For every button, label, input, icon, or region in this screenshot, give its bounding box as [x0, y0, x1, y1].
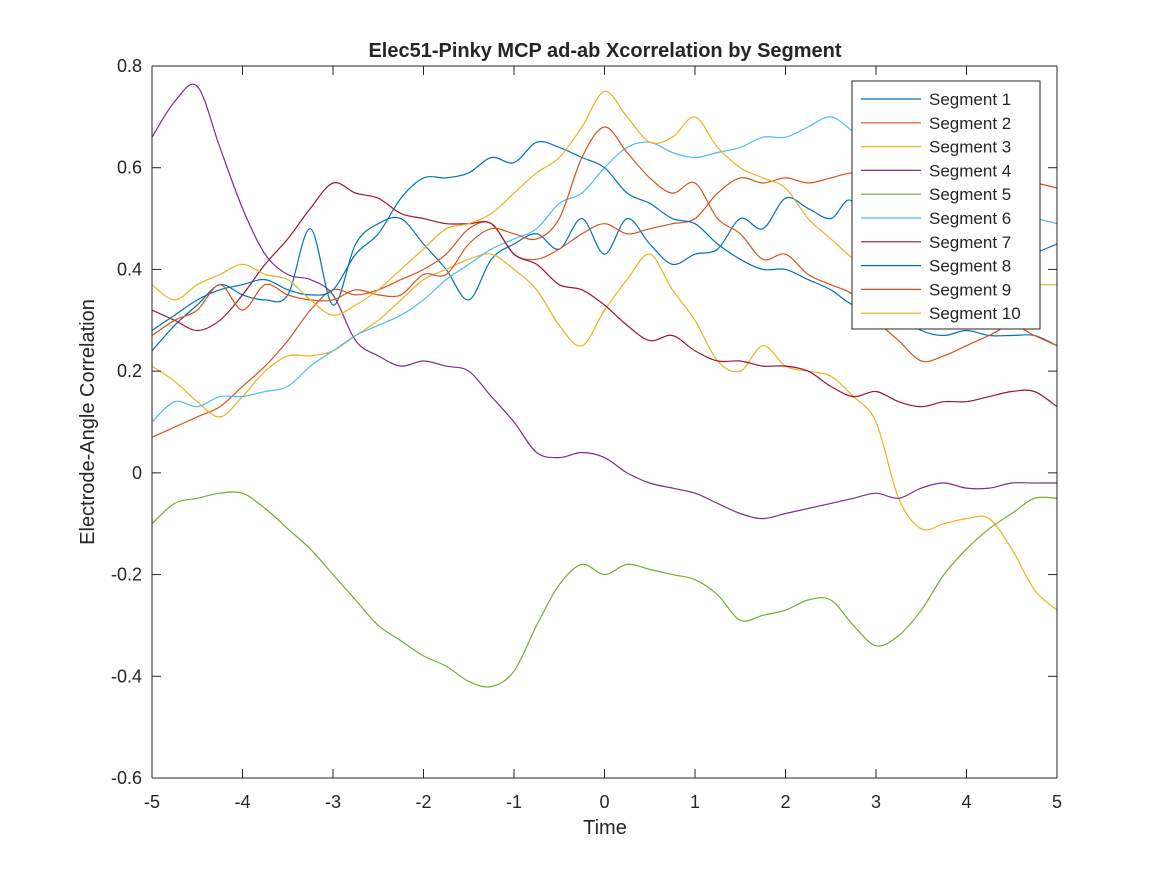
y-tick-label: 0.8	[117, 56, 142, 76]
legend-label: Segment 2	[929, 114, 1011, 133]
y-tick-label: -0.2	[111, 565, 142, 585]
x-tick-label: -5	[144, 792, 160, 812]
chart-title: Elec51-Pinky MCP ad-ab Xcorrelation by S…	[368, 40, 841, 62]
legend-item-segment-5[interactable]: Segment 5	[861, 185, 1011, 204]
legend-label: Segment 6	[929, 209, 1011, 228]
legend-item-segment-10[interactable]: Segment 10	[861, 304, 1021, 323]
legend-label: Segment 9	[929, 280, 1011, 299]
x-tick-label: 4	[961, 792, 971, 812]
x-tick-label: 0	[599, 792, 609, 812]
x-ticks: -5 -4 -3 -2 -1 0 1 2 3 4 5	[144, 66, 1062, 812]
x-tick-label: 2	[780, 792, 790, 812]
series-line-segment-4	[151, 83, 1057, 520]
series-line-segment-3	[151, 253, 1058, 611]
y-tick-label: 0	[132, 463, 142, 483]
x-tick-label: 5	[1052, 792, 1062, 812]
legend-item-segment-1[interactable]: Segment 1	[861, 90, 1011, 109]
x-tick-label: 3	[871, 792, 881, 812]
legend-item-segment-2[interactable]: Segment 2	[861, 114, 1011, 133]
x-tick-label: -2	[415, 792, 431, 812]
legend-item-segment-6[interactable]: Segment 6	[861, 209, 1011, 228]
legend-item-segment-8[interactable]: Segment 8	[861, 257, 1011, 276]
y-tick-label: 0.6	[117, 158, 142, 178]
y-tick-label: 0.4	[117, 259, 142, 279]
y-tick-label: 0.2	[117, 361, 142, 381]
legend-item-segment-4[interactable]: Segment 4	[861, 161, 1011, 180]
x-tick-label: 1	[690, 792, 700, 812]
y-tick-label: -0.6	[111, 768, 142, 788]
legend-items: Segment 1 Segment 2 Segment 3 Segment 4 Segm…	[861, 90, 1021, 323]
y-axis-label: Electrode-Angle Correlation	[77, 299, 99, 545]
x-tick-label: -4	[234, 792, 250, 812]
legend-label: Segment 7	[929, 233, 1011, 252]
legend-item-segment-7[interactable]: Segment 7	[861, 233, 1011, 252]
legend-label: Segment 8	[929, 257, 1011, 276]
legend-item-segment-3[interactable]: Segment 3	[861, 138, 1011, 157]
legend-item-segment-9[interactable]: Segment 9	[861, 280, 1011, 299]
series-line-segment-7	[151, 181, 1058, 408]
legend-label: Segment 10	[929, 304, 1021, 323]
legend-label: Segment 5	[929, 185, 1011, 204]
legend-label: Segment 1	[929, 90, 1011, 109]
y-ticks: -0.6 -0.4 -0.2 0 0.2 0.4 0.6 0.8	[111, 56, 1057, 788]
legend-label: Segment 3	[929, 138, 1011, 157]
legend-label: Segment 4	[929, 161, 1011, 180]
series-line-segment-9	[151, 126, 1058, 363]
x-tick-label: -1	[506, 792, 522, 812]
legend[interactable]: Segment 1 Segment 2 Segment 3 Segment 4 Segm…	[851, 80, 1041, 330]
x-axis-label: Time	[583, 817, 627, 839]
y-tick-label: -0.4	[111, 666, 142, 686]
series-line-segment-5	[151, 491, 1058, 688]
x-tick-label: -3	[325, 792, 341, 812]
legend-box	[851, 80, 1041, 330]
